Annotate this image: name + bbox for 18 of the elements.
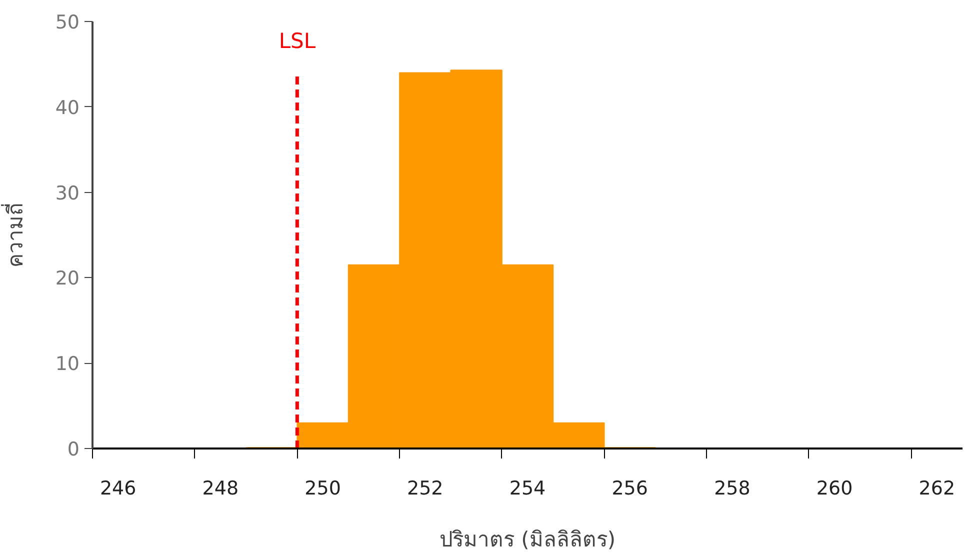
x-tick-label: 256 — [612, 478, 648, 500]
x-tick-label: 262 — [918, 478, 956, 500]
y-tick-label: 0 — [67, 438, 80, 460]
x-tick-label: 258 — [714, 478, 750, 500]
x-tick-label: 260 — [816, 478, 853, 500]
x-tick-label: 248 — [202, 478, 239, 500]
y-tick-label: 50 — [55, 12, 80, 34]
x-tick-label: 250 — [304, 478, 341, 500]
x-tick-label: 254 — [509, 478, 546, 500]
y-axis-title: ความถี่ — [0, 202, 28, 268]
y-tick-label: 20 — [55, 268, 80, 290]
x-tick-label: 246 — [100, 478, 136, 500]
y-tick-label: 40 — [55, 96, 80, 119]
y-tick-label: 30 — [55, 182, 80, 204]
y-tick-label: 10 — [55, 353, 80, 376]
ref-line-label: LSL — [278, 28, 316, 53]
x-tick-label: 252 — [407, 478, 444, 500]
x-axis-title: ปริมาตร (มิลลิลิตร) — [439, 528, 616, 552]
